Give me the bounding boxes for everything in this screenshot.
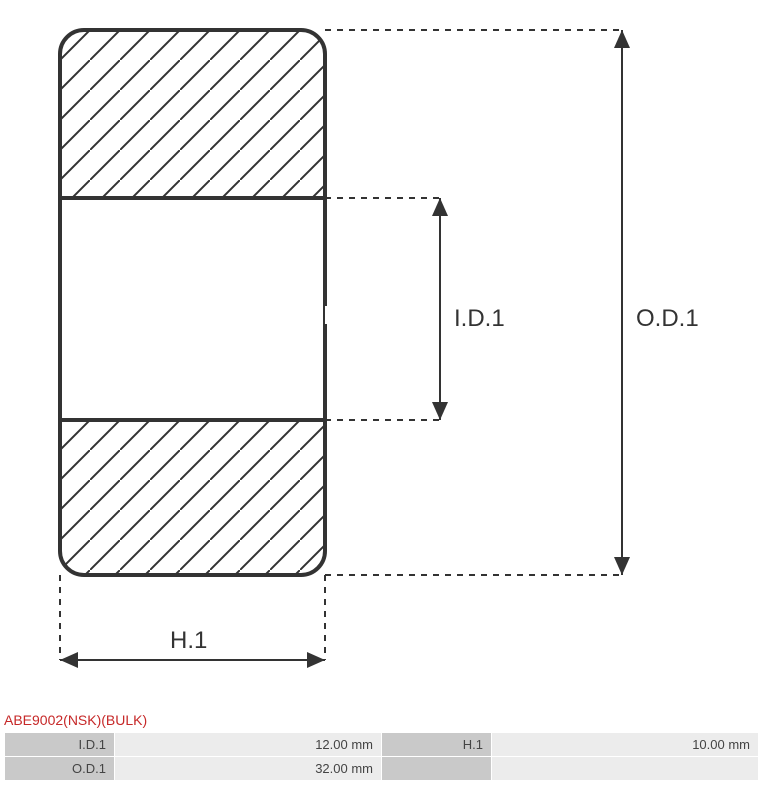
spec-value-od1: 32.00 mm xyxy=(115,757,382,781)
diagram-area: I.D.1 O.D.1 H.1 xyxy=(0,0,763,710)
dim-h-arrow-right xyxy=(307,652,325,668)
hatch-bottom xyxy=(60,420,325,575)
dim-id-arrow-bot xyxy=(432,402,448,420)
cross-section-svg: I.D.1 O.D.1 H.1 xyxy=(0,0,763,710)
spec-label-h1: H.1 xyxy=(382,733,492,757)
blank-strip xyxy=(325,306,395,324)
spec-label-id1: I.D.1 xyxy=(5,733,115,757)
label-od1: O.D.1 xyxy=(636,305,699,332)
spec-label-empty xyxy=(382,757,492,781)
hatch-top xyxy=(60,30,325,198)
table-row: I.D.1 12.00 mm H.1 10.00 mm xyxy=(5,733,759,757)
dim-h-arrow-left xyxy=(60,652,78,668)
spec-value-h1: 10.00 mm xyxy=(492,733,759,757)
label-h1: H.1 xyxy=(170,627,207,654)
dim-od-arrow-bot xyxy=(614,557,630,575)
label-id1: I.D.1 xyxy=(454,305,505,332)
spec-table: I.D.1 12.00 mm H.1 10.00 mm O.D.1 32.00 … xyxy=(4,732,759,781)
spec-value-empty xyxy=(492,757,759,781)
part-title: ABE9002(NSK)(BULK) xyxy=(4,712,147,728)
table-row: O.D.1 32.00 mm xyxy=(5,757,759,781)
spec-label-od1: O.D.1 xyxy=(5,757,115,781)
dim-od-arrow-top xyxy=(614,30,630,48)
dim-id-arrow-top xyxy=(432,198,448,216)
spec-value-id1: 12.00 mm xyxy=(115,733,382,757)
